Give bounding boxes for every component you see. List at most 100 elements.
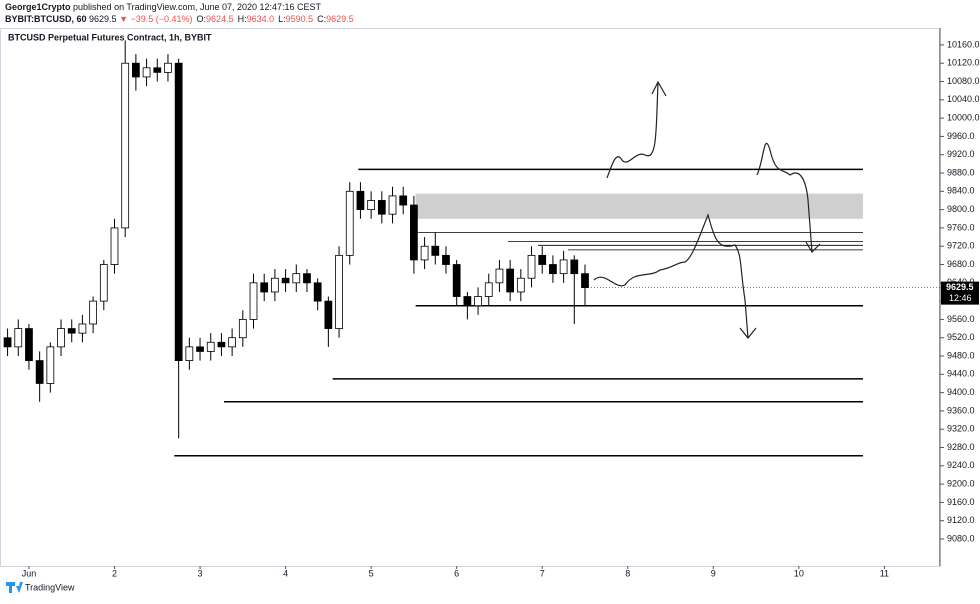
chart-title: BTCUSD Perpetual Futures Contract, 1h, B…: [8, 32, 212, 42]
candle-body: [484, 282, 493, 297]
ohlc-key: L:: [278, 14, 286, 24]
candle-body: [345, 190, 354, 256]
y-tick-label: 9320.0: [947, 424, 975, 434]
candle-body: [399, 195, 408, 206]
candle-body: [420, 245, 429, 261]
candle-body: [442, 254, 450, 265]
x-tick-label: 3: [198, 568, 203, 578]
candle-body: [260, 282, 269, 293]
candle-body: [206, 341, 215, 352]
candle-body: [78, 323, 87, 334]
y-tick-label: 10120.0: [947, 58, 980, 68]
x-tick-label: 5: [369, 568, 374, 578]
candle-body: [281, 277, 290, 284]
candle-body: [431, 245, 440, 256]
candle-body: [228, 337, 236, 348]
axes: 10160.0 10120.0 10080.0 10040.0 10000.0 9960.…: [22, 39, 980, 578]
candle-body: [57, 328, 65, 348]
ohlc-key: O:: [197, 14, 207, 24]
y-tick-label: 10080.0: [947, 76, 980, 86]
arrow-up: [606, 80, 667, 179]
candle-body: [110, 227, 119, 265]
price: 9629.5: [89, 14, 117, 24]
ohlc-value: 9634.0: [247, 14, 275, 24]
candle-body: [3, 337, 12, 348]
levels: [174, 168, 864, 457]
candle-body: [153, 67, 162, 73]
candle-body: [377, 200, 386, 215]
y-tick-label: 9920.0: [947, 149, 975, 159]
hand-drawn-arrows: [593, 80, 821, 339]
y-tick-label: 9440.0: [947, 369, 975, 379]
y-tick-label: 9120.0: [947, 515, 975, 525]
candle-body: [538, 254, 547, 265]
countdown: 12:46: [949, 293, 972, 303]
candle-body: [463, 296, 472, 307]
candle-body: [516, 277, 525, 293]
candle-body: [164, 62, 172, 73]
candle-body: [35, 360, 44, 384]
candle-body: [506, 268, 515, 293]
x-tick-label: Jun: [22, 568, 37, 578]
y-tick-label: 9080.0: [947, 533, 975, 543]
author: George1Crypto: [5, 2, 71, 12]
change: ▼ −39.5 (−0.41%): [119, 14, 192, 24]
y-tick-label: 9280.0: [947, 442, 975, 452]
candle-body: [313, 282, 322, 302]
ohlc-value: 9590.5: [286, 14, 314, 24]
x-tick-label: 9: [711, 568, 716, 578]
candle-body: [174, 62, 183, 361]
candle-body: [132, 62, 140, 78]
published: published on TradingView.com, June 07, 2…: [73, 2, 322, 12]
candle-body: [185, 346, 194, 361]
arrow-right: [756, 142, 821, 253]
candle-body: [271, 277, 279, 293]
y-tick-label: 10000.0: [947, 112, 980, 122]
y-tick-label: 9480.0: [947, 350, 975, 360]
candles: [3, 40, 589, 439]
y-tick-label: 9800.0: [947, 204, 975, 214]
header-line: George1Crypto published on TradingView.c…: [5, 2, 322, 12]
candle-body: [25, 328, 33, 361]
candle-body: [527, 254, 536, 279]
candle-body: [570, 259, 579, 275]
candle-body: [303, 273, 311, 284]
y-tick-label: 10160.0: [947, 39, 980, 49]
candle-body: [121, 62, 130, 229]
ohlc: O:9624.5 H:9634.0 L:9590.5 C:9629.5: [197, 14, 354, 24]
candle-body: [249, 282, 258, 320]
x-tick-label: 10: [794, 568, 804, 578]
candle-body: [559, 259, 568, 275]
y-tick-label: 9360.0: [947, 405, 975, 415]
candle-body: [46, 346, 55, 384]
ohlc-key: C:: [317, 14, 326, 24]
x-tick-label: 11: [880, 568, 889, 578]
y-tick-label: 9400.0: [947, 387, 975, 397]
y-tick-label: 9880.0: [947, 167, 975, 177]
candle-body: [581, 273, 589, 289]
candle-body: [335, 254, 343, 329]
candle-body: [14, 328, 23, 348]
candle-body: [452, 264, 461, 297]
symbol-line: BYBIT:BTCUSD, 60 9629.5 ▼ −39.5 (−0.41%)…: [5, 14, 354, 24]
candle-body: [67, 328, 76, 334]
candle-body: [549, 264, 557, 275]
y-tick-label: 9960.0: [947, 131, 975, 141]
y-tick-label: 9160.0: [947, 497, 975, 507]
candle-body: [410, 204, 418, 261]
candle-body: [89, 300, 97, 325]
zone: [415, 193, 864, 219]
candle-body: [292, 273, 301, 284]
y-tick-label: 9720.0: [947, 241, 975, 251]
candle-body: [196, 346, 204, 352]
x-tick-label: 8: [625, 568, 630, 578]
y-tick-label: 10040.0: [947, 94, 980, 104]
ohlc-key: H:: [238, 14, 247, 24]
candle-body: [356, 190, 365, 211]
candle-body: [217, 341, 226, 348]
candle-body: [324, 300, 333, 329]
footer-text: TradingView: [25, 582, 75, 592]
candle-body: [142, 67, 151, 78]
candle-body: [99, 264, 108, 302]
